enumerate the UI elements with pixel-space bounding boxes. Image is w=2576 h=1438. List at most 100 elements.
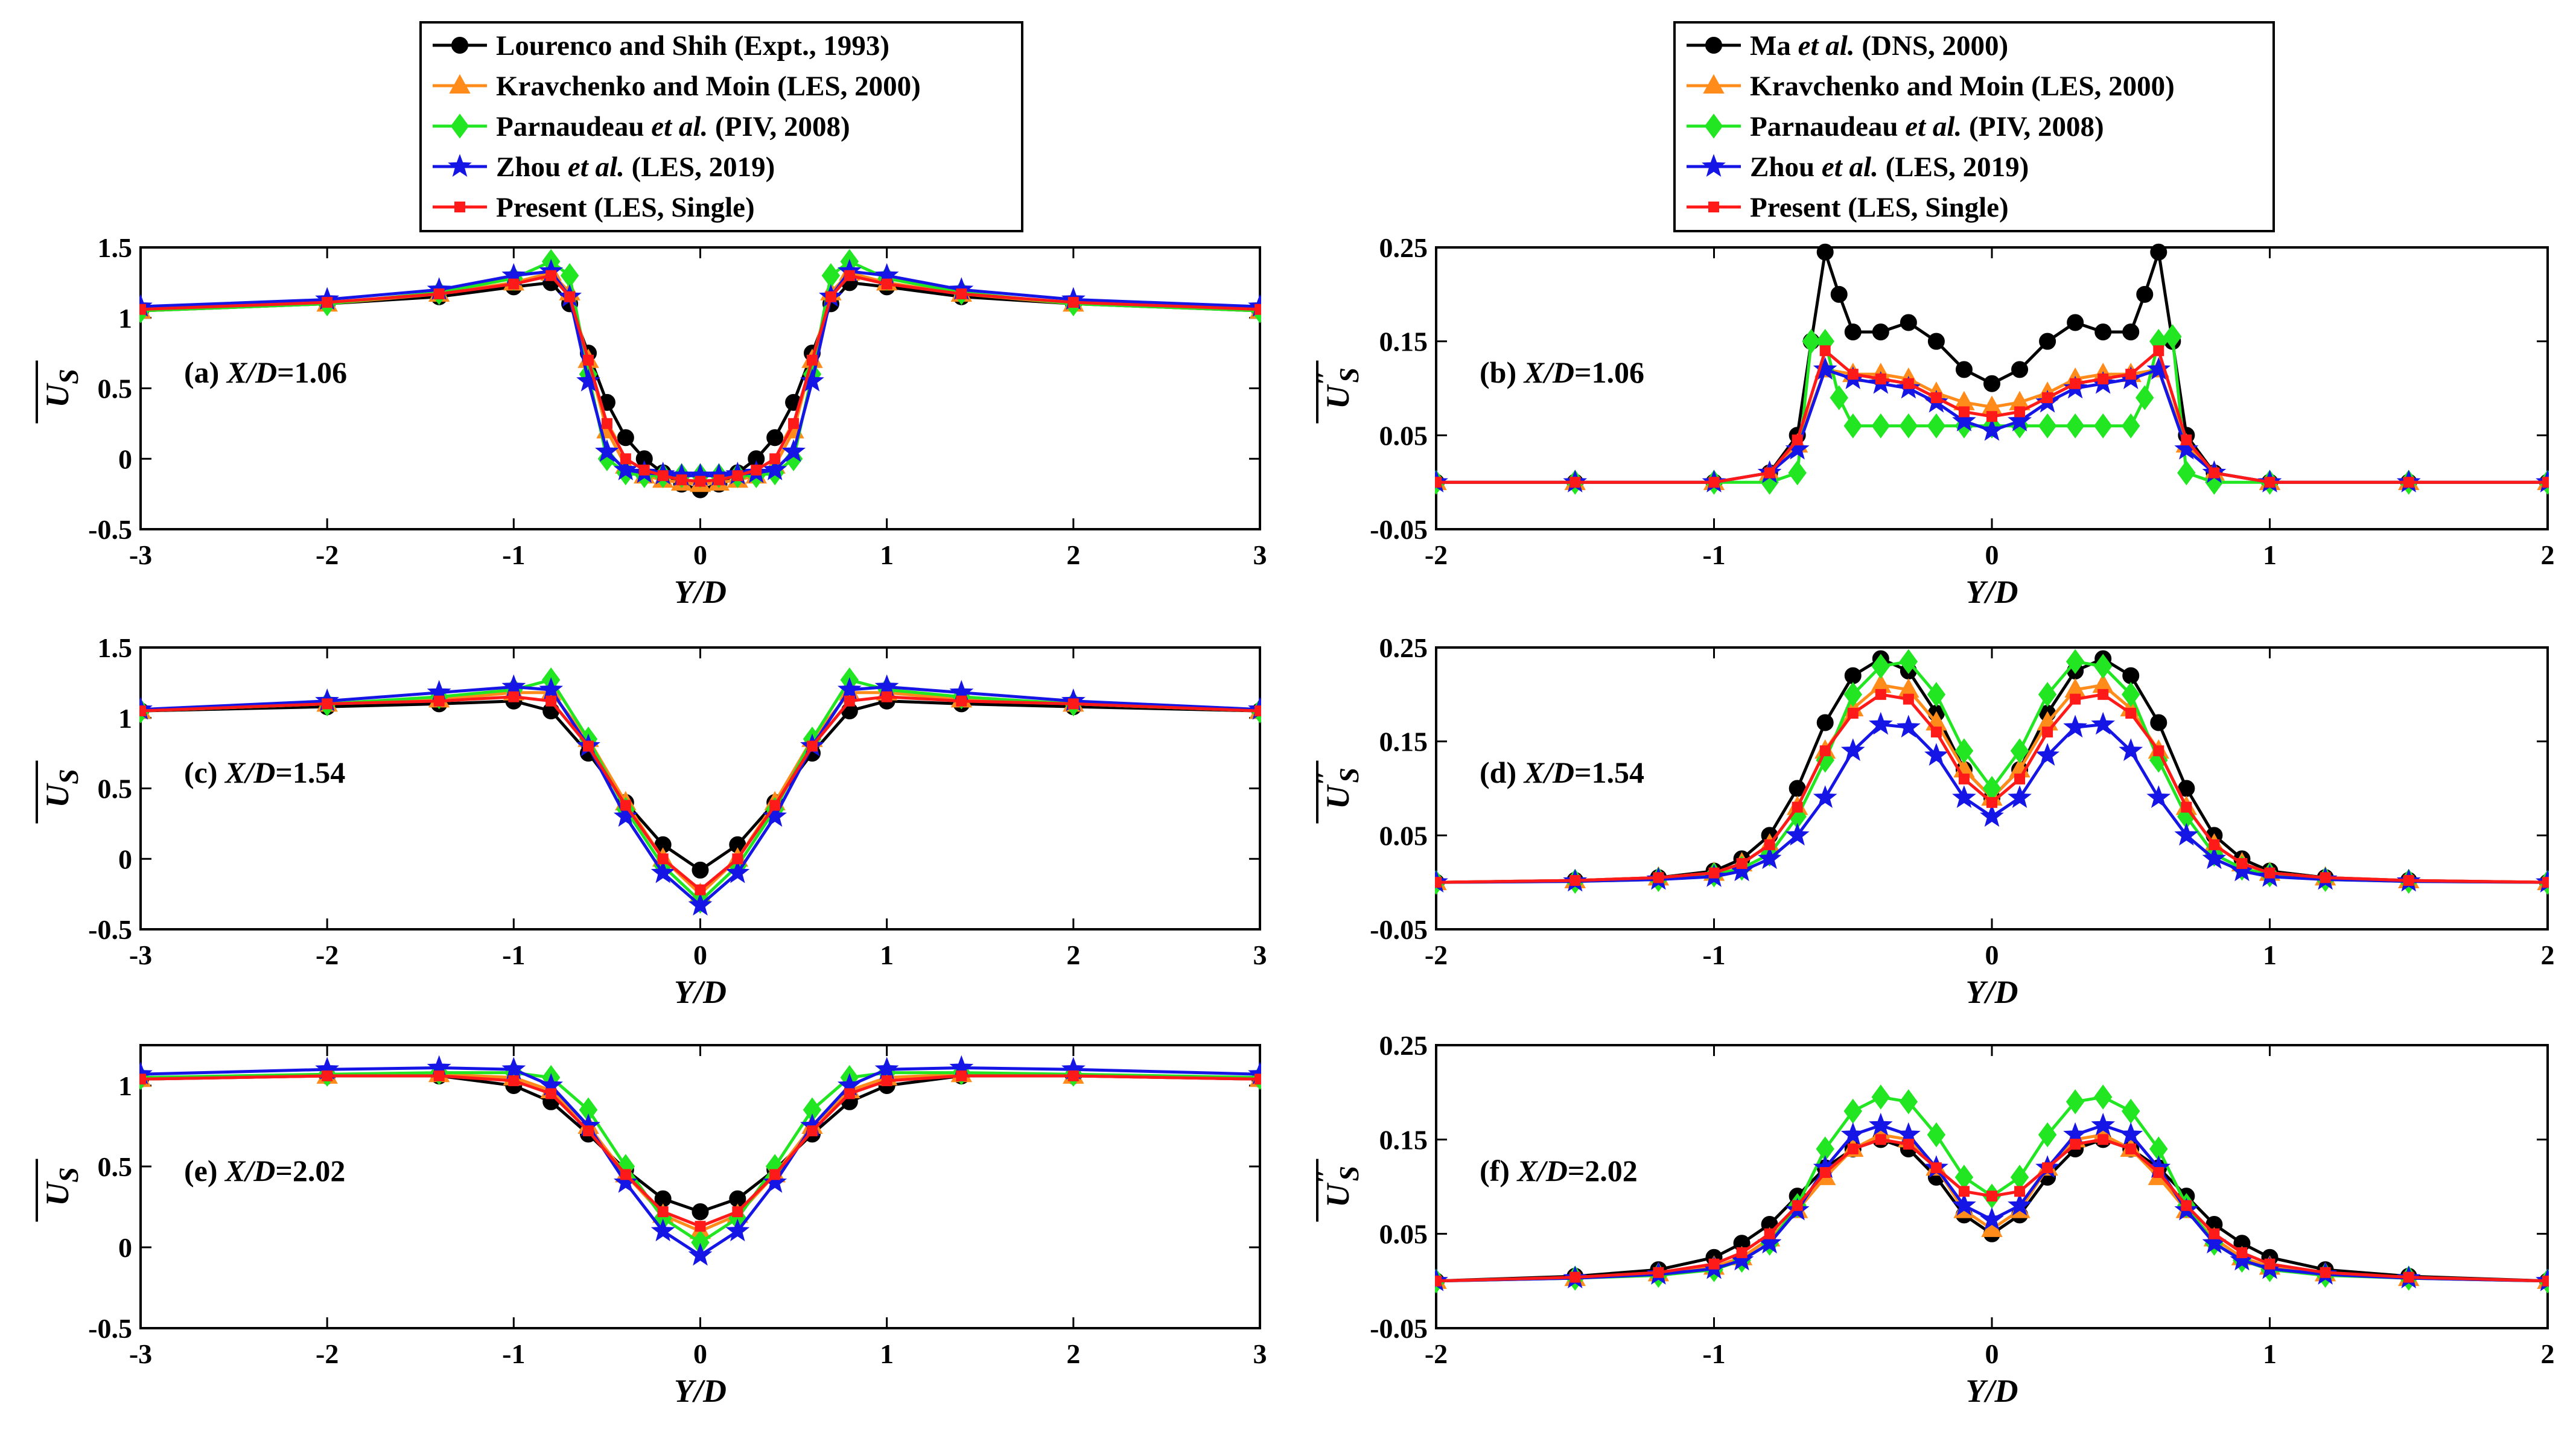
data-point — [2136, 285, 2154, 303]
panel-label: (f) X/D=2.02 — [1480, 1154, 1638, 1188]
data-point — [1875, 689, 1886, 700]
data-point — [1930, 392, 1942, 404]
plot-area — [1435, 1084, 2549, 1294]
legend-right: Ma et al. (DNS, 2000) Kravchenko and Moin… — [1673, 21, 2275, 232]
y-label-main: U — [39, 1181, 75, 1206]
data-point — [1844, 323, 1862, 341]
y-label-main: U — [39, 783, 75, 808]
y-tick-label: 1 — [118, 703, 132, 734]
data-point — [2038, 1122, 2057, 1148]
x-axis-title: Y/D — [1966, 574, 2018, 610]
y-tick-label: 0.05 — [1379, 820, 1428, 851]
data-point — [692, 861, 709, 879]
legend-label: Kravchenko and Moin (LES, 2000) — [496, 71, 921, 102]
data-point — [2119, 1122, 2143, 1145]
x-tick-label: -2 — [1425, 539, 1448, 570]
y-label-sub: S — [53, 769, 84, 784]
data-point — [1435, 877, 1442, 888]
data-point — [1847, 1143, 1859, 1154]
data-point — [2146, 357, 2171, 380]
data-point — [781, 439, 806, 462]
data-point — [1736, 858, 1748, 870]
y-tick-label: 1 — [118, 303, 132, 334]
data-point — [732, 853, 743, 865]
y-axis-label: U″S — [1310, 768, 1364, 809]
x-tick-label: 1 — [880, 1338, 894, 1369]
data-point — [2042, 727, 2053, 738]
data-point — [2014, 773, 2026, 784]
y-tick-label: 0 — [118, 1232, 132, 1263]
y-axis-title: U″S — [1310, 1159, 1364, 1222]
data-point — [1927, 332, 1945, 350]
data-point — [2320, 1267, 2331, 1278]
data-point — [1788, 460, 1807, 486]
italic-text: X/D — [224, 1154, 275, 1188]
data-point — [1830, 285, 1848, 303]
x-tick-label: 0 — [693, 1338, 707, 1369]
text-part: =1.06 — [277, 355, 347, 389]
data-point — [676, 474, 687, 486]
data-point — [613, 804, 638, 827]
data-point — [1899, 413, 1918, 439]
data-point — [2264, 477, 2275, 488]
data-point — [2209, 839, 2220, 850]
x-tick-label: 2 — [1066, 940, 1080, 970]
data-point — [322, 297, 333, 308]
legend-item: Present (LES, Single) — [433, 192, 755, 223]
y-tick-label: 0 — [118, 444, 132, 474]
plot-area — [1435, 243, 2549, 495]
x-tick-label: 1 — [880, 539, 894, 570]
y-axis-label: US — [39, 769, 84, 808]
data-point — [1816, 243, 1834, 261]
x-tick-label: 1 — [2263, 940, 2277, 970]
data-point — [1843, 413, 1862, 439]
data-point — [1958, 406, 1970, 418]
data-point — [1255, 304, 1261, 315]
data-point — [1986, 1191, 1997, 1202]
data-point — [769, 800, 781, 811]
data-point — [322, 1070, 333, 1081]
y-tick-label: 0 — [118, 844, 132, 874]
data-point — [2146, 785, 2171, 808]
data-point — [1986, 797, 1997, 808]
text-part: Lourenco and Shih (Expt., 1993) — [496, 30, 889, 62]
text-part: =2.02 — [1568, 1154, 1638, 1188]
y-label-prime: ″ — [1310, 370, 1342, 386]
plot-area — [1435, 649, 2549, 895]
text-part: Ma — [1750, 30, 1798, 62]
panel-a: -3 -2 -1 0 1 2 3 -0.5 0 0.5 1 1.5 Y/D US (a) X/D=1.06 — [36, 232, 1267, 610]
data-point — [620, 453, 631, 465]
legend-marker — [1702, 154, 1726, 177]
data-point — [1924, 743, 1948, 766]
text-part: Zhou — [496, 151, 568, 183]
panel-d: -2 -1 0 1 2 -0.05 0.05 0.15 0.25 Y/D U″S (d) X/D=1.… — [1310, 632, 2555, 1010]
legend-item: Kravchenko and Moin (LES, 2000) — [433, 71, 921, 102]
data-point — [2008, 409, 2032, 431]
data-point — [1847, 369, 1859, 380]
data-point — [2091, 711, 2116, 735]
data-point — [650, 1218, 675, 1242]
data-point — [657, 1206, 669, 1218]
data-point — [2063, 714, 2088, 738]
data-point — [2181, 801, 2192, 813]
text-part: Kravchenko and Moin (LES, 2000) — [496, 71, 921, 102]
data-point — [2174, 822, 2199, 846]
data-point — [763, 804, 787, 827]
data-point — [688, 1242, 713, 1266]
data-point — [837, 677, 862, 700]
data-point — [763, 1169, 787, 1193]
data-point — [2066, 413, 2085, 439]
legend-item: Kravchenko and Moin (LES, 2000) — [1687, 71, 2175, 102]
data-point — [1819, 345, 1831, 357]
data-point — [2264, 1258, 2275, 1270]
series-present — [139, 691, 1261, 896]
x-tick-label: 2 — [2541, 940, 2555, 970]
x-axis-title: Y/D — [674, 1373, 727, 1409]
data-point — [2209, 1228, 2220, 1239]
y-tick-label: -0.5 — [88, 914, 132, 945]
legend-label: Present (LES, Single) — [496, 192, 755, 223]
data-point — [769, 453, 781, 465]
y-label-main: U — [39, 383, 75, 408]
data-point — [2542, 477, 2549, 488]
data-point — [1816, 714, 1834, 731]
